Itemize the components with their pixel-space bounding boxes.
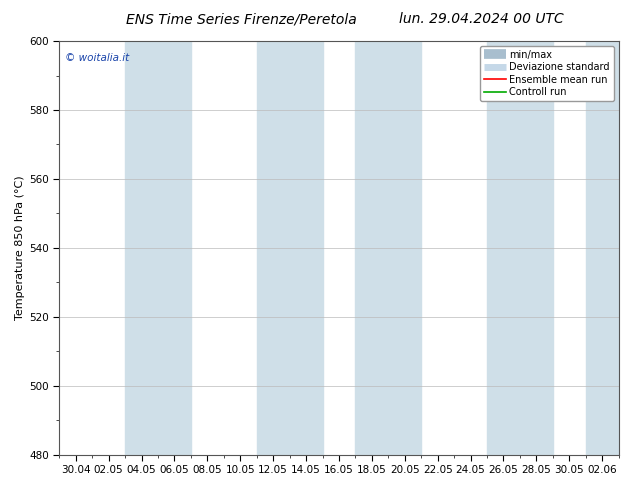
- Legend: min/max, Deviazione standard, Ensemble mean run, Controll run: min/max, Deviazione standard, Ensemble m…: [480, 46, 614, 101]
- Bar: [257, 41, 323, 455]
- Bar: [125, 41, 191, 455]
- Text: © woitalia.it: © woitalia.it: [65, 53, 129, 64]
- Text: ENS Time Series Firenze/Peretola: ENS Time Series Firenze/Peretola: [126, 12, 356, 26]
- Text: lun. 29.04.2024 00 UTC: lun. 29.04.2024 00 UTC: [399, 12, 564, 26]
- Bar: [356, 41, 421, 455]
- Bar: [487, 41, 553, 455]
- Y-axis label: Temperature 850 hPa (°C): Temperature 850 hPa (°C): [15, 175, 25, 320]
- Bar: [586, 41, 619, 455]
